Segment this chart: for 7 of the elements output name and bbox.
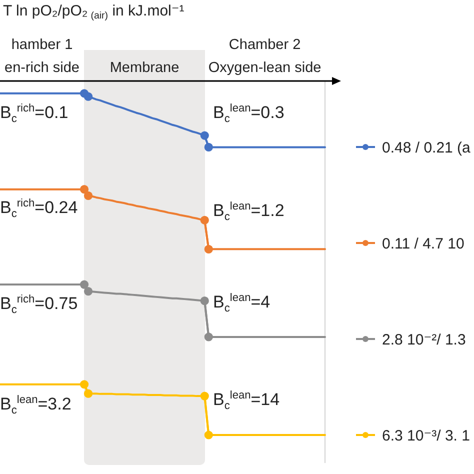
legend-label: 0.11 / 4.7 10 xyxy=(382,235,464,252)
text: Chamber 2 Oxygen-lean side xyxy=(208,37,322,76)
text: hamber 1 en-rich side xyxy=(4,37,80,76)
legend-label: 0.48 / 0.21 (a xyxy=(382,139,472,156)
legend-label: 2.8 10⁻²/ 1.3 xyxy=(382,331,466,348)
legend-label: 6.3 10⁻³/ 3. 1 xyxy=(382,427,470,444)
text: Membrane xyxy=(110,60,180,76)
